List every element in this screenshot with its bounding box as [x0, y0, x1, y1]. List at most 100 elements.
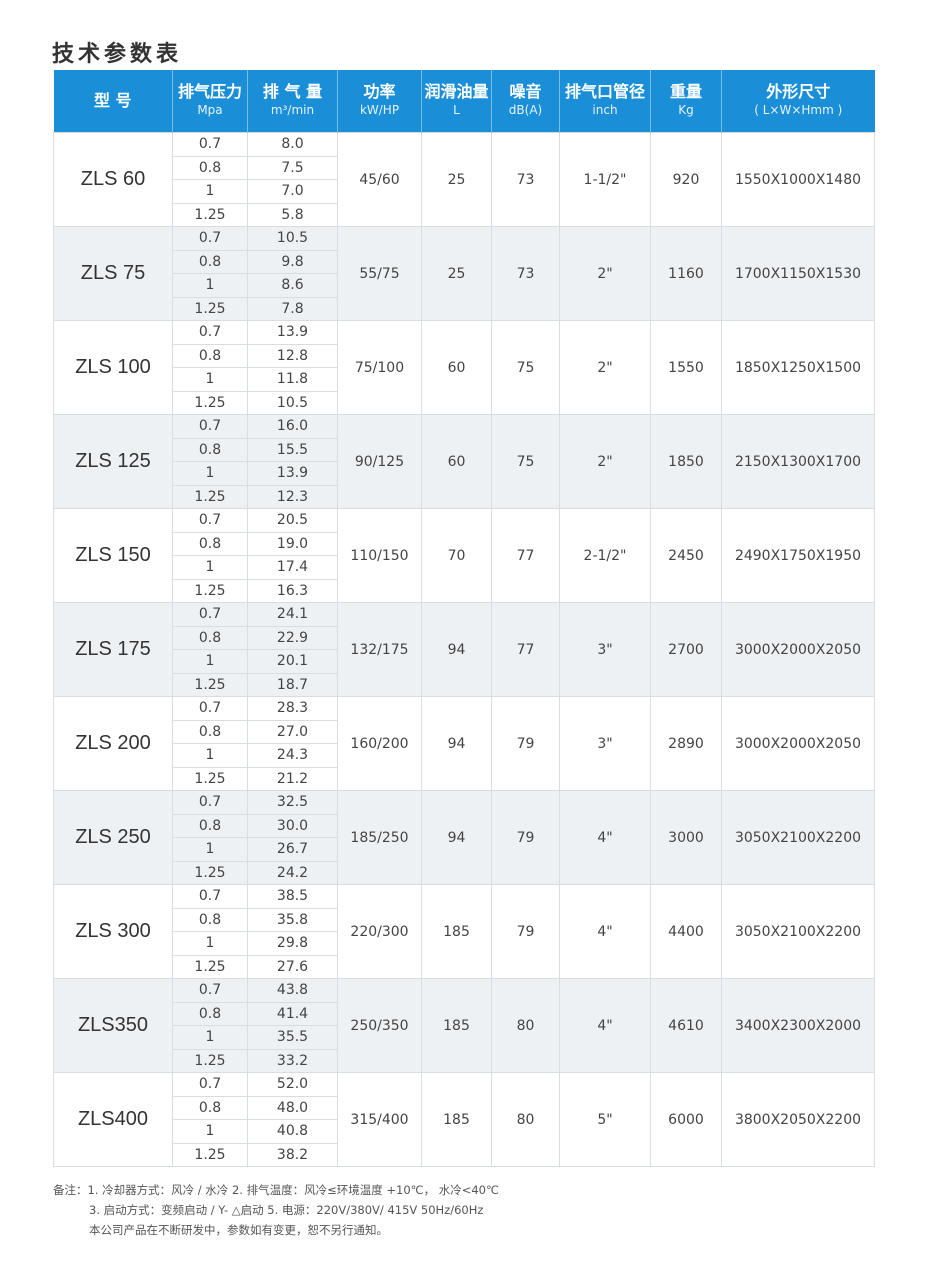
flow-cell: 7.0: [247, 179, 338, 204]
column-header-label: 排气压力: [177, 82, 242, 101]
flow-cell: 26.7: [247, 837, 338, 862]
model-cell: ZLS 60: [53, 132, 173, 227]
power-cell: 45/60: [337, 132, 422, 227]
flow-cell: 52.0: [247, 1072, 338, 1097]
power-cell: 110/150: [337, 508, 422, 603]
size-cell: 1850X1250X1500: [721, 320, 875, 415]
flow-cell: 41.4: [247, 1001, 338, 1026]
flow-cell: 8.0: [247, 132, 338, 157]
pressure-cell: 1.25: [172, 484, 248, 509]
column-header: 功率 kW/HP: [337, 70, 422, 133]
column-header-label: 型 号: [93, 91, 132, 110]
flow-cell: 9.8: [247, 249, 338, 274]
column-header-unit: kW/HP: [359, 103, 400, 117]
power-cell: 75/100: [337, 320, 422, 415]
pressure-cell: 0.8: [172, 343, 248, 368]
flow-cell: 17.4: [247, 555, 338, 580]
pressure-cell: 1: [172, 179, 248, 204]
table-row: ZLS350 0.7 43.8 250/350 185 80 4" 4610 3400X2300…: [53, 978, 875, 1073]
column-header: 重量 Kg: [650, 70, 722, 133]
pressure-cell: 1: [172, 837, 248, 862]
column-header-unit: L: [453, 103, 460, 117]
table-row: 1 11.8: [54, 367, 875, 392]
power-cell: 315/400: [337, 1072, 422, 1167]
size-cell: 1700X1150X1530: [721, 226, 875, 321]
outlet-cell: 2-1/2": [559, 508, 651, 603]
flow-cell: 38.2: [247, 1142, 338, 1167]
weight-cell: 920: [650, 132, 722, 227]
flow-cell: 16.3: [247, 578, 338, 603]
outlet-cell: 2": [559, 414, 651, 509]
table-row: 1 13.9: [54, 461, 875, 486]
pressure-cell: 0.7: [172, 790, 248, 815]
flow-cell: 12.8: [247, 343, 338, 368]
column-header: 噪音 dB(A): [491, 70, 560, 133]
table-row: 1.25 21.2: [54, 766, 875, 791]
model-cell: ZLS 100: [53, 320, 173, 415]
pressure-cell: 0.8: [172, 1001, 248, 1026]
noise-cell: 79: [491, 696, 560, 791]
column-header-unit: Mpa: [197, 103, 223, 117]
noise-cell: 75: [491, 320, 560, 415]
model-cell: ZLS400: [53, 1072, 173, 1167]
oil-cell: 185: [421, 1072, 492, 1167]
column-header: 排气压力 Mpa: [172, 70, 248, 133]
table-row: 0.8 15.5: [54, 437, 875, 462]
size-cell: 3000X2000X2050: [721, 696, 875, 791]
noise-cell: 73: [491, 132, 560, 227]
column-header-unit: ( L×W×Hmm ): [754, 103, 843, 117]
flow-cell: 10.5: [247, 226, 338, 251]
page-title: 技术参数表: [52, 42, 183, 67]
table-row: ZLS 150 0.7 20.5 110/150 70 77 2-1/2" 2450 2490X…: [53, 508, 875, 603]
column-header-unit: inch: [592, 103, 618, 117]
model-cell: ZLS 125: [53, 414, 173, 509]
table-row: 0.8 19.0: [54, 531, 875, 556]
pressure-cell: 0.7: [172, 696, 248, 721]
flow-cell: 10.5: [247, 390, 338, 415]
weight-cell: 6000: [650, 1072, 722, 1167]
table-row: 1 24.3: [54, 743, 875, 768]
pressure-cell: 1.25: [172, 954, 248, 979]
oil-cell: 25: [421, 226, 492, 321]
pressure-cell: 0.7: [172, 226, 248, 251]
flow-cell: 28.3: [247, 696, 338, 721]
pressure-cell: 0.7: [172, 414, 248, 439]
table-row: 1 29.8: [54, 931, 875, 956]
power-cell: 90/125: [337, 414, 422, 509]
table-header: 型 号 排气压力 Mpa 排 气 量 m³/min 功率 kW/HP 润滑油量 L 噪音 dB(A)…: [53, 70, 875, 133]
pressure-cell: 1.25: [172, 578, 248, 603]
size-cell: 1550X1000X1480: [721, 132, 875, 227]
pressure-cell: 1: [172, 931, 248, 956]
pressure-cell: 1: [172, 555, 248, 580]
table-row: 1 8.6: [54, 273, 875, 298]
flow-cell: 15.5: [247, 437, 338, 462]
pressure-cell: 0.8: [172, 1095, 248, 1120]
size-cell: 2150X1300X1700: [721, 414, 875, 509]
noise-cell: 80: [491, 1072, 560, 1167]
model-cell: ZLS 200: [53, 696, 173, 791]
column-header-label: 润滑油量: [424, 82, 489, 101]
oil-cell: 185: [421, 884, 492, 979]
noise-cell: 77: [491, 602, 560, 697]
table-row: 1 17.4: [54, 555, 875, 580]
table-row: 0.8 9.8: [54, 249, 875, 274]
pressure-cell: 0.7: [172, 978, 248, 1003]
power-cell: 250/350: [337, 978, 422, 1073]
pressure-cell: 1.25: [172, 766, 248, 791]
table-row: 0.8 30.0: [54, 813, 875, 838]
column-header: 润滑油量 L: [421, 70, 492, 133]
table-row: ZLS 250 0.7 32.5 185/250 94 79 4" 3000 3050X2100…: [53, 790, 875, 885]
table-row: 1.25 7.8: [54, 296, 875, 321]
pressure-cell: 1.25: [172, 672, 248, 697]
model-cell: ZLS 175: [53, 602, 173, 697]
weight-cell: 4400: [650, 884, 722, 979]
flow-cell: 7.5: [247, 155, 338, 180]
table-row: 1 20.1: [54, 649, 875, 674]
pressure-cell: 0.7: [172, 320, 248, 345]
oil-cell: 94: [421, 602, 492, 697]
pressure-cell: 1: [172, 743, 248, 768]
flow-cell: 13.9: [247, 320, 338, 345]
model-cell: ZLS 75: [53, 226, 173, 321]
flow-cell: 35.8: [247, 907, 338, 932]
oil-cell: 70: [421, 508, 492, 603]
